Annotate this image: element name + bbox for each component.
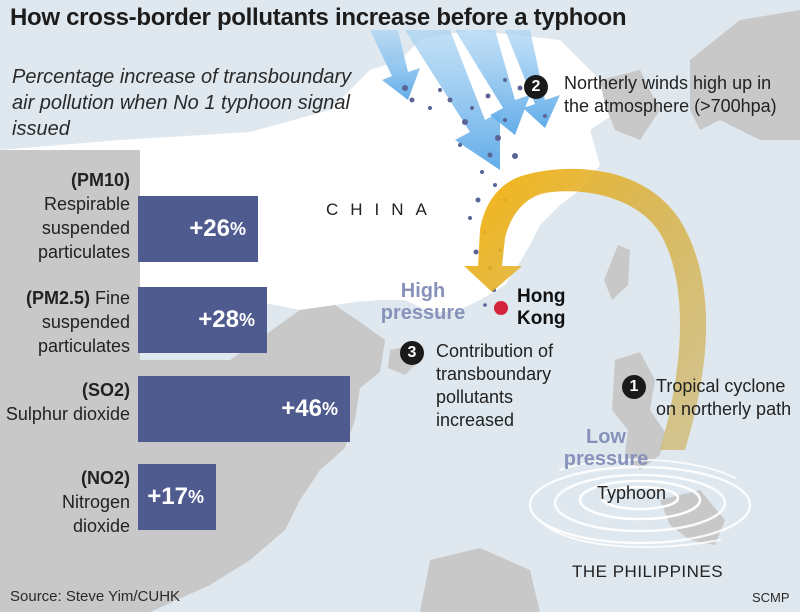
- category-label-pm10: (PM10) Respirable suspended particulates: [0, 168, 130, 264]
- korea-land: [600, 70, 660, 140]
- category-code: (NO2): [81, 468, 130, 488]
- bar-value-label: +28: [198, 306, 239, 333]
- category-desc: Nitrogen dioxide: [61, 492, 130, 536]
- hong-kong-dot: [494, 301, 508, 315]
- category-desc: Respirable suspended particulates: [37, 194, 130, 262]
- category-desc: Fine suspended particulates: [37, 288, 130, 356]
- low-pressure-label: Low pressure: [563, 426, 649, 470]
- borneo-land: [420, 548, 540, 612]
- category-label-so2: (SO2) Sulphur dioxide: [0, 378, 130, 426]
- category-code: (PM2.5): [25, 288, 90, 308]
- bar-unit-label: %: [229, 218, 246, 239]
- category-desc: Sulphur dioxide: [5, 404, 130, 424]
- category-label-pm25: (PM2.5) Fine suspended particulates: [0, 286, 130, 358]
- category-code: (SO2): [81, 380, 130, 400]
- bar-so2: +46%: [138, 376, 350, 442]
- step-1-text: Tropical cyclone on northerly path: [656, 376, 792, 419]
- bar-unit-label: %: [321, 398, 338, 419]
- bar-unit-label: %: [238, 309, 255, 330]
- bar-value-label: +26: [189, 215, 230, 242]
- step-2-text: Northerly winds high up in the atmospher…: [564, 73, 777, 116]
- category-code: (PM10): [70, 170, 130, 190]
- publisher-credit: SCMP: [752, 590, 790, 605]
- japan-land: [690, 10, 800, 140]
- bar-no2: +17%: [138, 464, 216, 530]
- taiwan-island: [604, 245, 630, 300]
- step-2-badge: 2: [524, 75, 548, 99]
- bar-value-label: +17: [147, 483, 188, 510]
- typhoon-label: Typhoon: [597, 483, 667, 503]
- typhoon-path-arrow: [464, 168, 707, 450]
- source-note: Source: Steve Yim/CUHK: [10, 588, 181, 605]
- bar-unit-label: %: [187, 486, 204, 507]
- category-label-no2: (NO2) Nitrogen dioxide: [0, 466, 130, 538]
- china-label: CHINA: [326, 200, 439, 219]
- bar-value-label: +46: [281, 395, 322, 422]
- chart-title: How cross-border pollutants increase bef…: [10, 4, 627, 31]
- hong-kong-label: Hong Kong: [517, 286, 566, 329]
- high-pressure-label: High pressure: [380, 280, 466, 324]
- step-1-badge: 1: [622, 375, 646, 399]
- chart-subtitle: Percentage increase of transboundary air…: [12, 66, 352, 140]
- step-3-text: Contribution of transboundary pollutants…: [436, 341, 554, 430]
- bar-pm10: +26%: [138, 196, 258, 262]
- philippines-south-land: [660, 490, 725, 545]
- philippines-label: THE PHILIPPINES: [572, 562, 724, 581]
- bar-pm25: +28%: [138, 287, 267, 353]
- typhoon-swirl: [528, 458, 752, 548]
- step-3-badge: 3: [400, 341, 424, 365]
